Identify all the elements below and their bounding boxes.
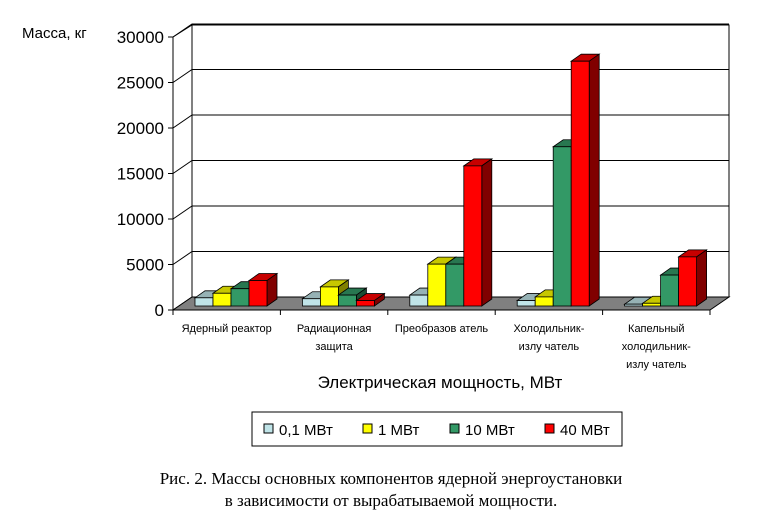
bar-front — [624, 303, 643, 307]
x-tick-label: Холодильник-излу чатель — [513, 323, 584, 353]
x-tick-label-line: Преобразов атель — [395, 323, 489, 335]
bar-side — [696, 249, 707, 307]
legend-item: 10 МВт — [449, 422, 515, 439]
legend-label: 0,1 МВт — [279, 422, 333, 439]
y-tick-label: 10000 — [117, 210, 164, 229]
legend-label: 1 МВт — [378, 422, 420, 439]
bar-front — [678, 256, 697, 307]
legend-item: 40 МВт — [544, 422, 610, 439]
bar-front — [230, 288, 250, 307]
legend-swatch — [362, 423, 373, 434]
bar-front — [301, 298, 321, 307]
bar-front — [409, 294, 429, 307]
y-tick-label: 25000 — [117, 74, 164, 93]
x-tick-label-line: Радиационная — [297, 323, 372, 335]
bar-front — [642, 302, 661, 307]
x-tick-label-line: холодильник- — [622, 341, 691, 353]
x-tick-label: Радиационная защита — [297, 323, 372, 353]
bar-front — [570, 60, 590, 307]
gridline — [172, 205, 729, 220]
bar — [462, 158, 494, 307]
bar-side — [588, 53, 600, 307]
bar-front — [534, 296, 554, 307]
legend-box — [251, 411, 623, 447]
bar — [355, 292, 386, 307]
bar-side — [481, 158, 493, 307]
gridline — [172, 23, 729, 38]
legend-item: 0,1 МВт — [263, 422, 333, 439]
caption-line-2: в зависимости от вырабатываемой мощности… — [224, 491, 558, 510]
bar-front — [516, 300, 536, 307]
x-tick-label-line: Ядерный реактор — [182, 323, 272, 335]
bar-front — [337, 294, 357, 307]
x-tick-label: Преобразов атель — [395, 323, 489, 335]
legend-swatch — [263, 423, 274, 434]
bar-front — [212, 292, 232, 307]
x-axis-title: Электрическая мощность, МВт — [318, 373, 563, 392]
y-tick-label: 5000 — [126, 256, 164, 275]
x-tick-label-line: излу чатель — [519, 341, 580, 353]
bar-front — [319, 286, 339, 307]
x-tick-label-line: Капельный — [628, 323, 685, 335]
gridline — [172, 69, 729, 83]
legend-swatch — [449, 423, 460, 434]
x-tick-label: Капельный холодильник-излу чатель — [622, 323, 691, 371]
x-tick-label-line: излу чатель — [626, 359, 687, 371]
legend: 0,1 МВт 1 МВт 10 МВт 40 МВт — [251, 411, 623, 447]
bar-front — [445, 263, 465, 307]
legend-label: 40 МВт — [560, 422, 610, 439]
bar — [569, 53, 601, 307]
bar — [677, 249, 708, 307]
legend-label: 10 МВт — [465, 422, 515, 439]
y-tick-label: 30000 — [117, 28, 164, 47]
y-axis-title: Масса, кг — [22, 25, 87, 42]
gridline — [172, 114, 729, 129]
y-tick-label: 0 — [155, 301, 164, 320]
gridline — [172, 251, 729, 265]
legend-item: 1 МВт — [362, 422, 420, 439]
x-tick-label-line: защита — [315, 341, 353, 353]
bar-front — [194, 297, 214, 307]
bar-front — [248, 280, 268, 307]
bar — [247, 272, 279, 307]
caption-line-1: Рис. 2. Массы основных компонентов ядерн… — [159, 469, 623, 488]
y-tick-label: 20000 — [117, 119, 164, 138]
bar-front — [355, 300, 375, 307]
gridline — [172, 160, 729, 174]
bar-front — [552, 146, 572, 307]
x-tick-label: Ядерный реактор — [182, 323, 272, 335]
bar-front — [463, 165, 483, 307]
y-tick-label: 15000 — [117, 165, 164, 184]
bar-front — [427, 263, 447, 307]
bar-chart-3d: 0 5000 10000 15000 20000 25000 30000 Ядерный ре… — [22, 23, 731, 447]
legend-swatch — [544, 423, 555, 434]
bar-front — [660, 274, 679, 307]
x-tick-label-line: Холодильник- — [513, 323, 584, 335]
